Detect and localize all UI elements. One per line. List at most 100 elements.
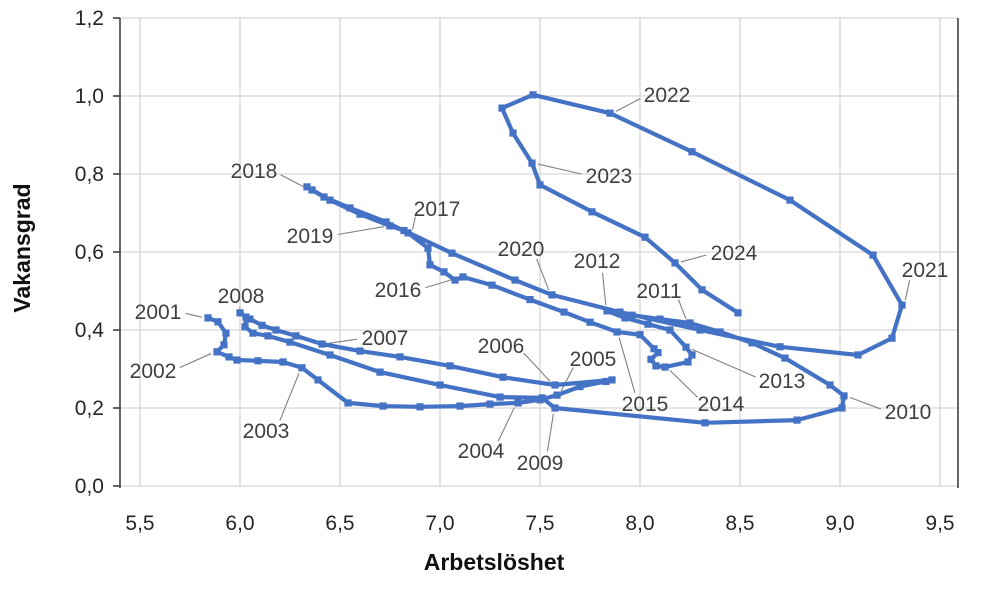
data-point-marker [641,233,649,241]
axis-tick-labels: 0,0 0,2 0,4 0,6 0,8 1,0 1,2 5,5 6,0 6,5 7,0 7,5 8,0 8… [75,7,955,535]
data-point-marker [241,323,249,331]
data-point-marker [826,381,834,389]
data-point-marker [538,394,546,402]
data-point-marker [488,281,496,289]
data-point-marker [560,308,568,316]
data-point-marker [854,351,862,359]
data-point-marker [396,353,404,361]
year-label-2011: 2011 [636,280,681,303]
data-point-marker [254,357,262,365]
data-point-marker [213,348,221,356]
data-point-marker [456,402,464,410]
data-point-marker [459,273,467,281]
year-leader-line [601,272,607,306]
year-label-2012: 2012 [574,250,621,273]
data-point-marker [326,196,334,204]
y-tick-label: 0,8 [75,163,104,186]
data-point-marker [786,196,794,204]
data-point-marker [548,291,556,299]
data-point-marker [781,354,789,362]
year-leader-line [179,353,212,369]
data-point-marker [650,345,658,353]
x-tick-label: 7,0 [425,512,454,535]
data-point-marker [426,261,434,269]
year-leader-line [185,312,203,318]
data-point-marker [661,363,669,371]
data-point-marker [586,318,594,326]
year-label-2001: 2001 [135,301,182,324]
x-tick-label: 7,5 [525,512,554,535]
data-point-marker [303,183,311,191]
year-leader-line [546,413,554,452]
x-tick-label: 9,5 [925,512,954,535]
data-point-marker [671,259,679,267]
year-leader-line [280,174,307,189]
data-point-marker [644,320,652,328]
year-leader-line [618,337,636,393]
y-tick-label: 0,6 [75,241,104,264]
data-point-marker [608,376,616,384]
year-leader-line [327,338,358,345]
data-point-marker [536,181,544,189]
data-point-marker [233,356,241,364]
year-label-2021: 2021 [902,259,949,282]
data-point-marker [446,362,454,370]
year-leader-line [560,367,574,392]
data-point-marker [286,338,294,346]
data-point-marker [688,148,696,156]
data-point-marker [686,319,694,327]
year-leader-line [279,372,300,421]
data-point-marker [888,334,896,342]
y-axis-title: Vakansgrad [9,183,35,312]
data-point-marker [499,373,507,381]
year-leader-line [523,352,551,382]
year-label-2022: 2022 [644,84,691,107]
data-point-marker [424,244,432,252]
data-point-marker [236,309,244,317]
data-point-marker [701,419,709,427]
data-point-marker [326,351,334,359]
data-point-marker [684,358,692,366]
year-label-2009: 2009 [517,452,564,475]
data-point-marker [553,391,561,399]
data-point-marker [496,393,504,401]
data-point-marker [898,301,906,309]
year-leader-line [497,407,515,442]
year-leader-line [680,254,707,263]
data-point-marker [793,416,801,424]
year-label-2007: 2007 [362,327,409,350]
data-point-marker [613,328,621,336]
year-label-2004: 2004 [458,440,505,463]
data-point-marker [320,193,328,201]
data-point-marker [528,159,536,167]
year-label-2017: 2017 [414,198,461,221]
year-leader-line [537,163,582,175]
y-tick-label: 1,0 [75,85,104,108]
data-point-marker [344,399,352,407]
data-point-marker [621,314,629,322]
data-point-marker [376,368,384,376]
year-label-2015: 2015 [622,393,669,416]
data-point-marker [225,353,233,361]
data-point-marker [748,339,756,347]
data-point-marker [602,377,610,386]
data-point-marker [346,204,354,212]
x-tick-label: 9,0 [825,512,854,535]
data-point-marker [551,404,559,412]
data-point-marker [498,104,506,112]
x-tick-label: 6,0 [225,512,254,535]
data-point-marker [448,249,456,257]
data-point-marker [222,329,230,337]
data-point-marker [776,343,784,351]
year-leader-line [615,98,641,112]
gridlines [120,17,958,487]
data-point-marker [696,326,704,334]
x-axis-title: Arbetslöshet [424,549,565,575]
year-label-2016: 2016 [375,279,422,302]
year-labels: 2001 2002 2003 2004 2005 2006 2007 2008 2009 2010… [130,84,949,475]
data-point-marker [279,358,287,366]
data-point-marker [682,343,690,351]
data-point-marker [628,311,636,319]
